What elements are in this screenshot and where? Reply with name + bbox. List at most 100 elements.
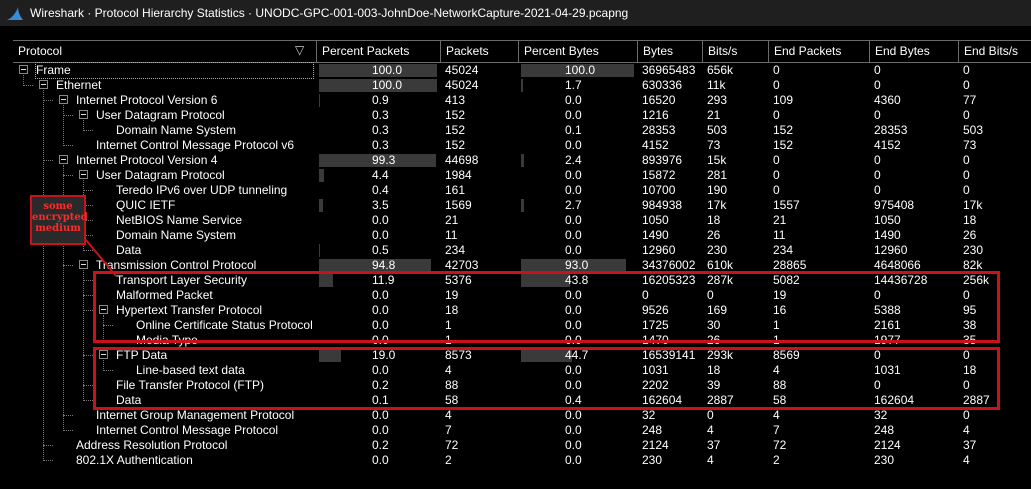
protocol-name: Domain Name System	[116, 123, 237, 137]
percent-packets-cell-value: 4.4	[372, 168, 389, 182]
column-header-end-bytes[interactable]: End Bytes	[869, 41, 958, 62]
end-packets-cell-value: 58	[773, 393, 787, 407]
protocol-name: Online Certificate Status Protocol	[136, 318, 313, 332]
tree-row[interactable]: Data 0.1 58 0.4 162604 2887 58 162604 2887	[13, 393, 1031, 408]
percent-packets-cell: 100.0	[316, 78, 440, 93]
collapse-toggle-icon[interactable]	[79, 110, 88, 119]
protocol-hierarchy-tree[interactable]: Protocol ▽ Percent Packets Packets Perce…	[13, 40, 1031, 489]
tree-row[interactable]: Internet Protocol Version 4 99.3 44698 2.4 8…	[13, 153, 1031, 168]
window-titlebar: Wireshark · Protocol Hierarchy Statistic…	[0, 0, 1031, 26]
tree-guide-line	[63, 105, 64, 146]
end-bytes-cell-value: 0	[874, 183, 881, 197]
packets-cell-value: 11	[445, 228, 458, 242]
column-header-bits-per-second[interactable]: Bits/s	[702, 41, 768, 62]
tree-row[interactable]: Address Resolution Protocol 0.2 72 0.0 2124 3…	[13, 438, 1031, 453]
collapse-toggle-icon[interactable]	[59, 95, 68, 104]
packets-cell: 1569	[440, 198, 518, 213]
bytes-cell-value: 248	[642, 423, 663, 437]
end-bytes-cell: 0	[869, 153, 958, 168]
tree-row[interactable]: User Datagram Protocol 4.4 1984 0.0 15872 281…	[13, 168, 1031, 183]
packets-cell-value: 1569	[445, 198, 472, 212]
tree-row[interactable]: 802.1X Authentication 0.0 2 0.0 230 4 2 230 4	[13, 453, 1031, 468]
bits-per-second-cell: 0	[702, 288, 768, 303]
tree-row[interactable]: Teredo IPv6 over UDP tunneling 0.4 161 0.0 1…	[13, 183, 1031, 198]
collapse-toggle-icon[interactable]	[79, 170, 88, 179]
tree-row[interactable]: Internet Protocol Version 6 0.9 413 0.0 1652…	[13, 93, 1031, 108]
tree-row[interactable]: Internet Control Message Protocol v6 0.3 1…	[13, 138, 1031, 153]
protocol-name: QUIC IETF	[116, 198, 176, 212]
end-bytes-cell: 5388	[869, 303, 958, 318]
tree-row[interactable]: Online Certificate Status Protocol 0.0 1 0.…	[13, 318, 1031, 333]
end-bytes-cell-value: 4648066	[874, 258, 921, 272]
tree-row[interactable]: Hypertext Transfer Protocol 0.0 18 0.0 9526 1…	[13, 303, 1031, 318]
column-header-packets[interactable]: Packets	[440, 41, 518, 62]
column-header-percent-packets[interactable]: Percent Packets	[316, 41, 440, 62]
packets-cell-value: 5376	[445, 273, 472, 287]
tree-row[interactable]: File Transfer Protocol (FTP) 0.2 88 0.0 2202…	[13, 378, 1031, 393]
bits-per-second-cell: 37	[702, 438, 768, 453]
tree-row[interactable]: Domain Name System 0.0 11 0.0 1490 26 11 1490 26	[13, 228, 1031, 243]
packets-cell: 45024	[440, 78, 518, 93]
tree-row[interactable]: Data 0.5 234 0.0 12960 230 234 12960 230	[13, 243, 1031, 258]
column-header-percent-bytes[interactable]: Percent Bytes	[518, 41, 637, 62]
bits-per-second-cell-value: 39	[707, 378, 721, 392]
collapse-toggle-icon[interactable]	[19, 65, 28, 74]
tree-row[interactable]: Frame 100.0 45024 100.0 36965483 656k 0 0 0	[13, 62, 1031, 79]
tree-row[interactable]: Domain Name System 0.3 152 0.1 28353 503 152 28…	[13, 123, 1031, 138]
tree-guide-line	[63, 165, 64, 431]
tree-row[interactable]: Transmission Control Protocol 94.8 42703 93…	[13, 258, 1031, 273]
tree-row[interactable]: FTP Data 19.0 8573 44.7 16539141 293k 8569 0 0	[13, 348, 1031, 363]
end-bytes-cell: 0	[869, 348, 958, 363]
packets-cell: 18	[440, 303, 518, 318]
percent-packets-cell: 0.1	[316, 393, 440, 408]
packets-cell: 72	[440, 438, 518, 453]
end-packets-cell-value: 152	[773, 123, 794, 137]
end-packets-cell-value: 4	[773, 408, 780, 422]
collapse-toggle-icon[interactable]	[99, 350, 108, 359]
tree-row[interactable]: Transport Layer Security 11.9 5376 43.8 1620…	[13, 273, 1031, 288]
end-packets-cell-value: 28865	[773, 258, 807, 272]
percent-bytes-cell-value: 0.0	[565, 108, 582, 122]
tree-row[interactable]: Internet Group Management Protocol 0.0 4 0.…	[13, 408, 1031, 423]
bytes-cell-value: 28353	[642, 123, 676, 137]
tree-row[interactable]: Internet Control Message Protocol 0.0 7 0.0…	[13, 423, 1031, 438]
end-bytes-cell: 0	[869, 168, 958, 183]
end-bytes-cell-value: 0	[874, 378, 881, 392]
tree-row[interactable]: User Datagram Protocol 0.3 152 0.0 1216 21 0 0 0	[13, 108, 1031, 123]
tree-row[interactable]: Ethernet 100.0 45024 1.7 630336 11k 0 0 0	[13, 78, 1031, 93]
end-bits-per-second-cell: 0	[958, 288, 1031, 303]
tree-guide-line	[103, 315, 104, 341]
bits-per-second-cell: 73	[702, 138, 768, 153]
percent-packets-cell-value: 11.9	[372, 273, 395, 287]
collapse-toggle-icon[interactable]	[39, 80, 48, 89]
end-packets-cell: 16	[768, 303, 869, 318]
end-bytes-cell: 12960	[869, 243, 958, 258]
end-bits-per-second-cell: 77	[958, 93, 1031, 108]
percent-packets-cell: 0.0	[316, 213, 440, 228]
protocol-name: User Datagram Protocol	[96, 108, 225, 122]
tree-row[interactable]: Line-based text data 0.0 4 0.0 1031 18 4 1031 18	[13, 363, 1031, 378]
column-header-end-packets[interactable]: End Packets	[768, 41, 869, 62]
tree-line	[83, 250, 93, 251]
tree-row[interactable]: NetBIOS Name Service 0.0 21 0.0 1050 18 21 1050…	[13, 213, 1031, 228]
collapse-toggle-icon[interactable]	[59, 155, 68, 164]
percent-bytes-cell: 0.0	[518, 138, 637, 153]
end-bits-per-second-cell: 82k	[958, 258, 1031, 273]
column-header-bytes[interactable]: Bytes	[637, 41, 702, 62]
protocol-name: Hypertext Transfer Protocol	[116, 303, 263, 317]
percent-packets-cell-value: 94.8	[372, 258, 396, 272]
end-packets-cell-value: 16	[773, 303, 787, 317]
end-packets-cell: 21	[768, 213, 869, 228]
column-header-protocol[interactable]: Protocol	[18, 44, 63, 58]
tree-guide-line	[43, 90, 44, 461]
protocol-name: Malformed Packet	[116, 288, 213, 302]
percent-bytes-cell: 0.0	[518, 363, 637, 378]
end-bits-per-second-cell: 256k	[958, 273, 1031, 288]
tree-row[interactable]: Malformed Packet 0.0 19 0.0 0 0 19 0 0	[13, 288, 1031, 303]
packets-cell: 413	[440, 93, 518, 108]
tree-row[interactable]: QUIC IETF 3.5 1569 2.7 984938 17k 1557 975408 17…	[13, 198, 1031, 213]
collapse-toggle-icon[interactable]	[79, 260, 88, 269]
percent-packets-cell: 0.9	[316, 93, 440, 108]
collapse-toggle-icon[interactable]	[99, 305, 108, 314]
column-header-end-bits-per-second[interactable]: End Bits/s	[958, 41, 1031, 62]
